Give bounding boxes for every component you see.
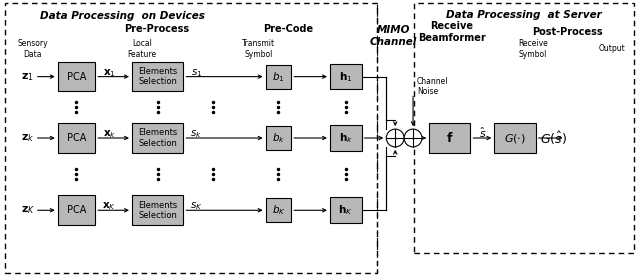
Bar (330, 197, 362, 223)
Text: Transmit
Symbol: Transmit Symbol (242, 39, 275, 59)
Text: Pre-Process: Pre-Process (124, 24, 189, 34)
Text: PCA: PCA (67, 133, 86, 143)
Bar (132, 195, 184, 225)
Text: $\mathbf{x}_k$: $\mathbf{x}_k$ (102, 128, 116, 140)
Text: $\mathbf{z}_1$: $\mathbf{z}_1$ (21, 71, 34, 83)
Text: Receive
Symbol: Receive Symbol (518, 39, 548, 59)
Bar (494, 123, 536, 153)
Bar (266, 126, 291, 150)
Text: Pre-Code: Pre-Code (263, 24, 314, 34)
Bar (330, 64, 362, 89)
Text: Data Processing  at Server: Data Processing at Server (446, 10, 602, 20)
Bar (266, 198, 291, 222)
Text: $s_k$: $s_k$ (190, 128, 202, 140)
Text: PCA: PCA (67, 205, 86, 215)
Text: PCA: PCA (67, 72, 86, 82)
Bar (132, 123, 184, 153)
Text: $G(\cdot)$: $G(\cdot)$ (504, 131, 526, 145)
Text: Receive
Beamformer: Receive Beamformer (418, 21, 486, 43)
Text: Local
Feature: Local Feature (127, 39, 156, 59)
Text: $\mathbf{f}$: $\mathbf{f}$ (446, 131, 454, 145)
Text: Channel
Noise: Channel Noise (417, 77, 449, 96)
Text: MIMO
Channel: MIMO Channel (370, 25, 417, 47)
Bar (414, 3, 634, 253)
Text: Elements
Selection: Elements Selection (138, 201, 177, 220)
Bar (429, 123, 470, 153)
Text: $\mathbf{h}_1$: $\mathbf{h}_1$ (339, 70, 353, 84)
Text: $b_K$: $b_K$ (271, 203, 285, 217)
Text: Elements
Selection: Elements Selection (138, 128, 177, 148)
Text: $\mathbf{h}_K$: $\mathbf{h}_K$ (339, 203, 353, 217)
Text: $\hat{s}$: $\hat{s}$ (479, 126, 486, 140)
Text: $s_1$: $s_1$ (191, 67, 202, 79)
Circle shape (404, 129, 422, 147)
Bar (266, 65, 291, 89)
Text: $G(\hat{s})$: $G(\hat{s})$ (540, 129, 567, 147)
Text: Post-Process: Post-Process (532, 27, 603, 37)
Text: Output: Output (598, 44, 625, 53)
Text: Data Processing  on Devices: Data Processing on Devices (40, 11, 204, 21)
Text: $\mathbf{z}_k$: $\mathbf{z}_k$ (21, 132, 35, 144)
Text: $s_K$: $s_K$ (190, 200, 203, 212)
Text: $\mathbf{x}_K$: $\mathbf{x}_K$ (102, 200, 116, 212)
Bar (58, 123, 95, 153)
Text: $b_1$: $b_1$ (272, 70, 285, 84)
Text: Sensory
Data: Sensory Data (18, 39, 48, 59)
Bar (132, 62, 184, 91)
Text: $\mathbf{h}_k$: $\mathbf{h}_k$ (339, 131, 353, 145)
Text: $\mathbf{z}_K$: $\mathbf{z}_K$ (21, 204, 35, 216)
Bar (5, 3, 378, 273)
Text: Elements
Selection: Elements Selection (138, 67, 177, 86)
Text: $\mathbf{x}_1$: $\mathbf{x}_1$ (103, 67, 116, 79)
Text: $b_k$: $b_k$ (272, 131, 285, 145)
Circle shape (387, 129, 404, 147)
Bar (58, 62, 95, 91)
Bar (58, 195, 95, 225)
Bar (330, 125, 362, 151)
